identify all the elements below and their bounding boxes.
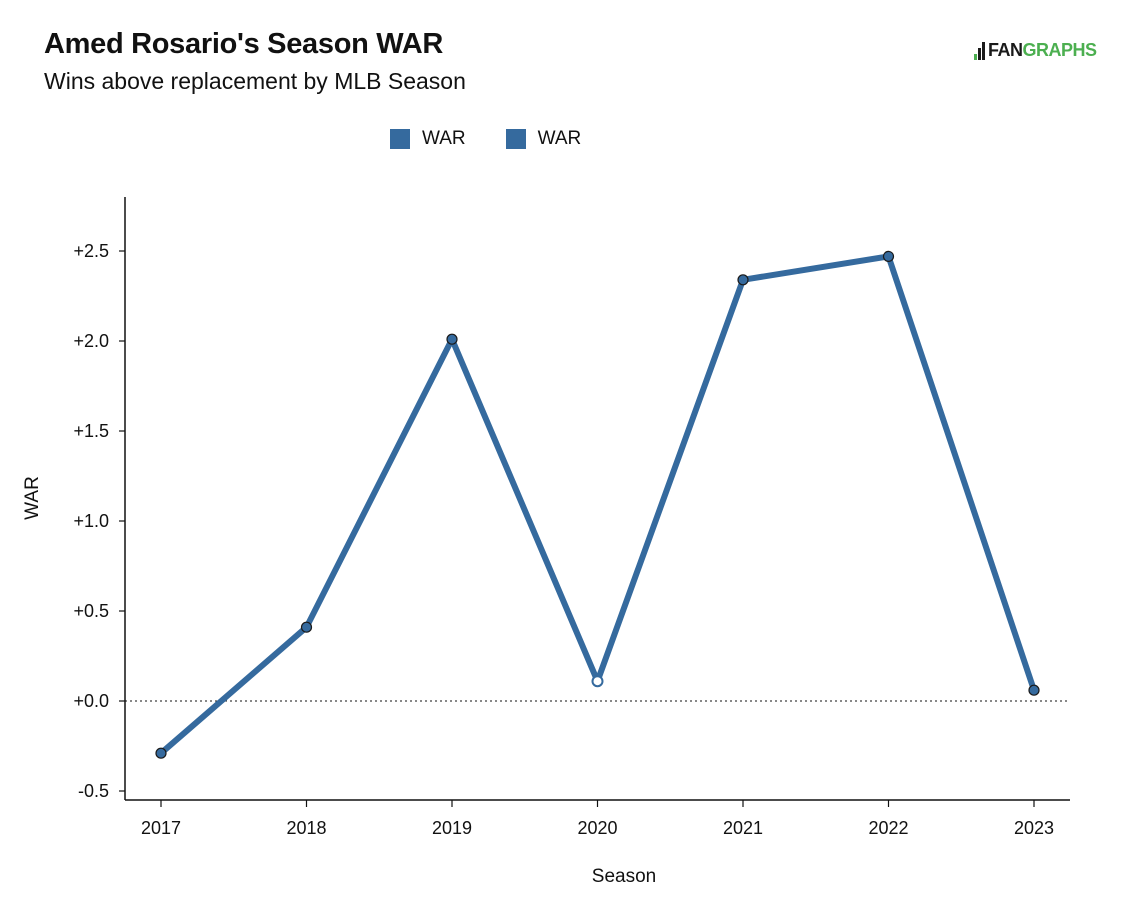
logo-text-graphs: GRAPHS bbox=[1022, 40, 1098, 60]
logo-text-fan: FAN bbox=[988, 40, 1023, 60]
legend-swatch bbox=[390, 129, 410, 149]
fangraphs-logo: FAN GRAPHS bbox=[974, 40, 1097, 61]
x-tick-label: 2019 bbox=[432, 818, 472, 838]
legend-swatch bbox=[505, 129, 526, 149]
y-tick-label: +2.5 bbox=[73, 241, 109, 261]
data-point-2017 bbox=[155, 747, 167, 759]
y-axis-title: WAR bbox=[22, 476, 43, 520]
y-tick-label: -0.5 bbox=[78, 781, 109, 801]
data-point-2023 bbox=[1028, 684, 1040, 696]
y-tick-label: +0.5 bbox=[73, 601, 109, 621]
x-tick-label: 2023 bbox=[1014, 818, 1054, 838]
legend-label: WAR bbox=[537, 128, 582, 149]
y-tick-label: +0.0 bbox=[73, 691, 109, 711]
fangraphs-logo-icon bbox=[974, 41, 986, 60]
x-tick-label: 2020 bbox=[577, 818, 617, 838]
x-tick-label: 2017 bbox=[141, 818, 181, 838]
x-axis-title: Season bbox=[592, 866, 656, 887]
legend-item[interactable]: WAR bbox=[390, 128, 466, 150]
data-point-2022 bbox=[882, 250, 895, 262]
chart-subtitle: Wins above replacement by MLB Season bbox=[44, 68, 466, 94]
legend-item[interactable]: WAR bbox=[505, 128, 582, 150]
y-tick-label: +2.0 bbox=[73, 331, 109, 351]
data-point-2021 bbox=[737, 274, 749, 286]
legend: WAR WAR bbox=[390, 128, 581, 150]
x-tick-label: 2021 bbox=[723, 818, 763, 838]
axes: -0.5 +0.0 +0.5 +1.0 +1.5 +2.0 +2.5 2017 2018 2019… bbox=[73, 197, 1070, 838]
data-point-2019 bbox=[446, 333, 458, 345]
x-tick-label: 2022 bbox=[868, 818, 908, 838]
y-tick-label: +1.5 bbox=[73, 421, 109, 441]
data-point-2020 bbox=[591, 675, 604, 688]
y-tick-label: +1.0 bbox=[73, 511, 109, 531]
chart-title: Amed Rosario's Season WAR bbox=[44, 28, 444, 60]
data-point-2018 bbox=[300, 621, 313, 633]
plot-area bbox=[125, 250, 1070, 759]
legend-label: WAR bbox=[422, 128, 466, 149]
x-tick-label: 2018 bbox=[286, 818, 326, 838]
